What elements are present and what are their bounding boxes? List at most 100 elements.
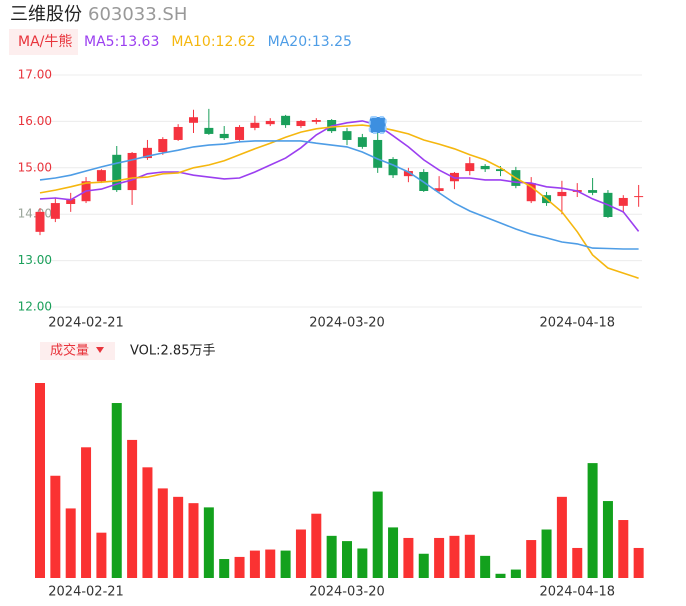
volume-bar [572,547,583,578]
stock-code: 603033.SH [88,4,187,25]
volume-bar [541,529,552,578]
volume-bar [50,475,61,578]
volume-bar [388,527,399,578]
candle-body [449,172,459,182]
candle-body [480,165,490,170]
legend-entry: MA10:12.62 [171,34,255,50]
volume-bar [203,507,214,578]
volume-bar [111,403,122,578]
volume-bar [342,541,352,578]
legend-entry: MA20:13.25 [268,34,352,50]
volume-bar [480,555,491,578]
volume-bar [173,496,184,578]
volume-bar [464,534,475,578]
ma-line [39,140,639,250]
volume-bar [142,467,153,578]
candle-body [35,211,45,232]
volume-bar [127,439,138,578]
candle-body [219,133,229,139]
dropdown-arrow[interactable] [96,347,104,353]
volume-bar [403,537,414,578]
candle-body [204,127,214,134]
volume-bar [157,488,168,578]
candle-body [265,120,275,125]
candle-body [357,137,367,147]
volume-bar [618,520,629,578]
candle-body [526,183,536,202]
volume-bar [556,496,567,578]
y-tick-label: 16.00 [18,114,52,128]
candle-body [465,163,475,172]
volume-bar [495,573,506,578]
volume-bar [602,501,613,578]
volume-label[interactable]: 成交量 [50,343,89,359]
candle-body [588,190,598,193]
candle-body [311,120,321,122]
volume-bar [434,537,445,578]
volume-bar [65,508,76,578]
volume-bar [280,550,291,578]
highlight-marker [368,116,387,134]
volume-bar [81,447,92,578]
ma-legend-label[interactable]: MA/牛熊 [18,34,72,50]
candle-body [388,158,398,176]
candle-body [618,197,628,206]
volume-bar [234,556,245,578]
x-tick-label: 2024-02-21 [48,316,124,331]
candle-body [373,139,383,168]
volume-bar [526,540,537,578]
candle-body [142,147,152,159]
volume-bar [510,569,521,578]
candle-body [342,131,352,140]
candle-body [235,126,245,140]
volume-bar [326,535,337,578]
y-tick-label: 13.00 [18,253,52,267]
volume-bar [587,463,598,578]
y-tick-label: 15.00 [18,160,52,174]
candle-body [434,188,444,191]
candle-body [496,169,505,172]
candle-body [112,154,122,191]
volume-bar [188,503,199,578]
volume-bar [633,547,644,578]
candle-body [403,171,413,177]
volume-bar [311,513,322,578]
legend-entry: MA5:13.63 [84,34,159,50]
volume-bar [249,550,260,578]
candle-body [66,198,76,204]
candle-body [557,191,567,197]
x-tick-label: 2024-03-20 [309,316,385,331]
candle-body [250,122,260,128]
candle-body [281,115,291,126]
candle-body [296,120,306,127]
y-tick-label: 14.00 [18,207,52,221]
x-tick-label: 2024-04-18 [539,585,615,600]
ma-line [39,124,639,279]
x-tick-label: 2024-04-18 [539,316,615,331]
candle-body [96,170,106,182]
volume-bar [295,529,306,578]
ma-legend-box[interactable] [9,29,78,55]
volume-bar [265,549,276,578]
volume-value: VOL:2.85万手 [130,344,215,359]
candle-body [189,117,198,123]
candle-body [50,203,60,219]
volume-bar [449,535,460,578]
candle-body [173,126,183,140]
x-tick-label: 2024-03-20 [309,585,385,600]
y-tick-label: 12.00 [18,300,52,314]
candle-body [634,196,644,198]
candle-body [158,139,168,153]
stock-name: 三维股份 [10,4,82,25]
volume-bar [372,491,383,578]
volume-bar [96,532,107,578]
volume-bar [219,559,230,578]
y-tick-label: 17.00 [18,68,52,82]
candle-body [127,152,137,191]
x-tick-label: 2024-02-21 [48,585,124,600]
volume-bar [357,548,368,578]
volume-box[interactable] [40,342,115,360]
volume-bar [418,553,429,578]
volume-bar [35,383,45,578]
